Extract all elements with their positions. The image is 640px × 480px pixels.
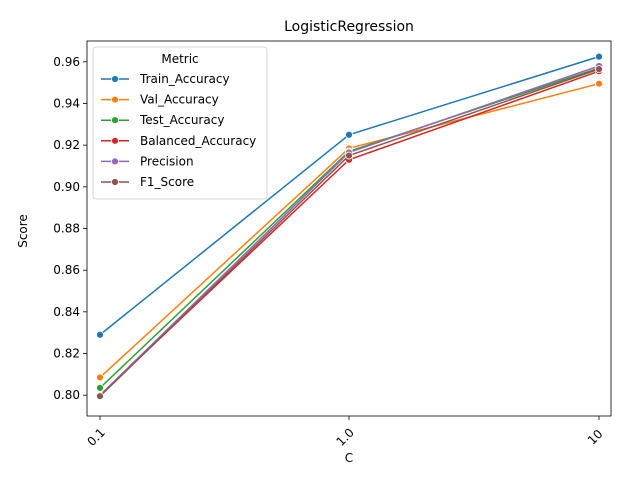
y-tick-label: 0.96	[53, 55, 80, 69]
y-tick-label: 0.94	[53, 97, 80, 111]
y-tick-label: 0.90	[53, 180, 80, 194]
data-point	[595, 79, 603, 88]
x-axis-label: C	[345, 451, 353, 465]
series-f1-score	[96, 65, 603, 401]
x-tick-label: 0.1	[84, 425, 107, 448]
legend-label: Val_Accuracy	[140, 93, 219, 107]
legend-marker	[111, 75, 119, 83]
legend-title: Metric	[161, 52, 198, 66]
data-point	[96, 330, 104, 339]
legend-marker	[111, 116, 119, 125]
legend-label: F1_Score	[140, 175, 194, 189]
legend-label: Train_Accuracy	[139, 72, 230, 86]
y-tick-label: 0.92	[53, 138, 80, 152]
series-lines	[96, 52, 603, 401]
data-point	[96, 373, 104, 382]
y-tick-label: 0.88	[53, 222, 80, 236]
y-tick-label: 0.84	[53, 305, 80, 319]
legend: Metric Train_Accuracy Val_Accuracy Test_Acc…	[92, 46, 268, 200]
data-point	[345, 151, 353, 160]
legend-marker	[111, 157, 119, 166]
legend-label: Balanced_Accuracy	[140, 134, 256, 148]
y-tick-label: 0.86	[53, 263, 80, 277]
chart-title: LogisticRegression	[284, 19, 414, 35]
y-tick-label: 0.82	[53, 347, 80, 361]
data-point	[595, 52, 603, 61]
legend-box	[92, 46, 268, 200]
legend-label: Test_Accuracy	[139, 113, 224, 127]
x-tick-label: 10	[585, 427, 606, 448]
legend-marker	[111, 136, 119, 145]
legend-marker	[111, 95, 119, 104]
legend-label: Precision	[140, 154, 194, 168]
x-tick-label: 1.0	[333, 425, 356, 448]
data-point	[595, 65, 603, 74]
legend-marker	[111, 178, 119, 186]
data-point	[96, 392, 104, 401]
y-tick-label: 0.80	[53, 388, 80, 402]
data-point	[96, 383, 104, 392]
data-point	[345, 130, 353, 139]
y-axis-label: Score	[16, 214, 30, 248]
series-train-accuracy	[96, 52, 603, 339]
